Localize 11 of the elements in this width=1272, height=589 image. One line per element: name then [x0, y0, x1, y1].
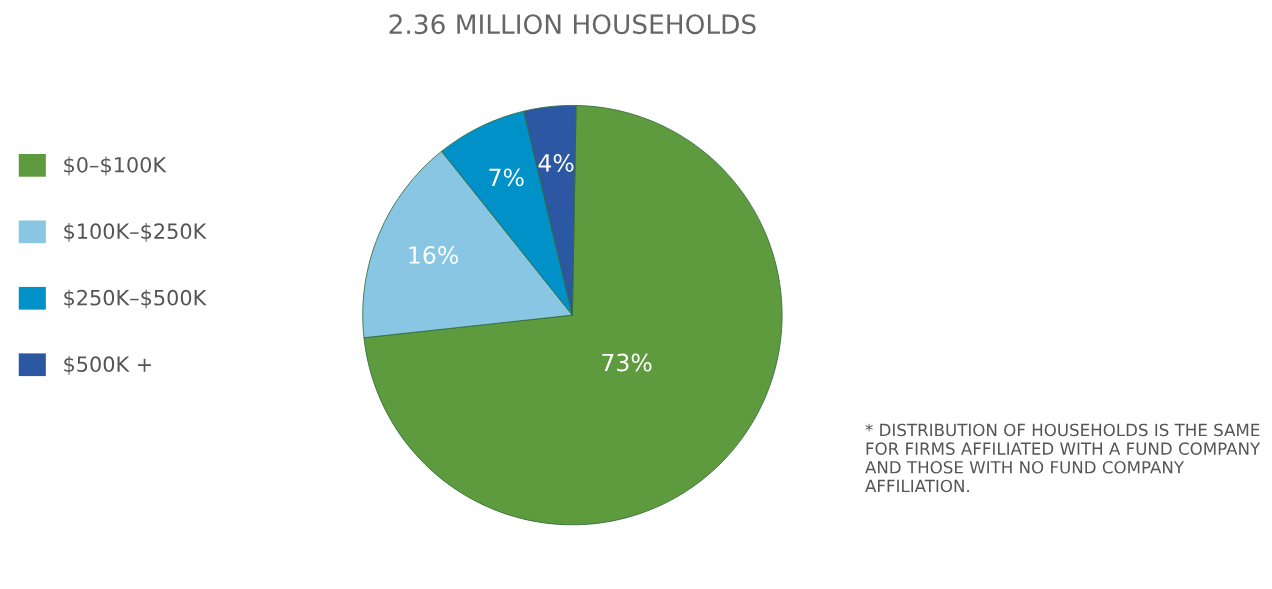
- data-label: 4%: [538, 154, 574, 172]
- legend-label: $100K–$250K: [64, 222, 207, 242]
- text: * DISTRIBUTION OF HOUSEHOLDS IS THE SAME FOR FIRMS AFFILIATED WITH A FUND COMPANY AND THOSE WITH NO FUND COMPANY AFFILIATION.: [865, 423, 1261, 493]
- data-label: 73%: [602, 353, 652, 372]
- chart-title: 2.36 MILLION HOUSEHOLDS: [389, 14, 756, 35]
- legend-label: $500K +: [64, 355, 152, 375]
- data-label: 7%: [489, 168, 524, 187]
- pie-slice: [363, 105, 783, 526]
- legend-label: $0–$100K: [64, 156, 167, 176]
- data-label: 16%: [409, 246, 458, 264]
- legend-label: $250K–$500K: [64, 289, 207, 309]
